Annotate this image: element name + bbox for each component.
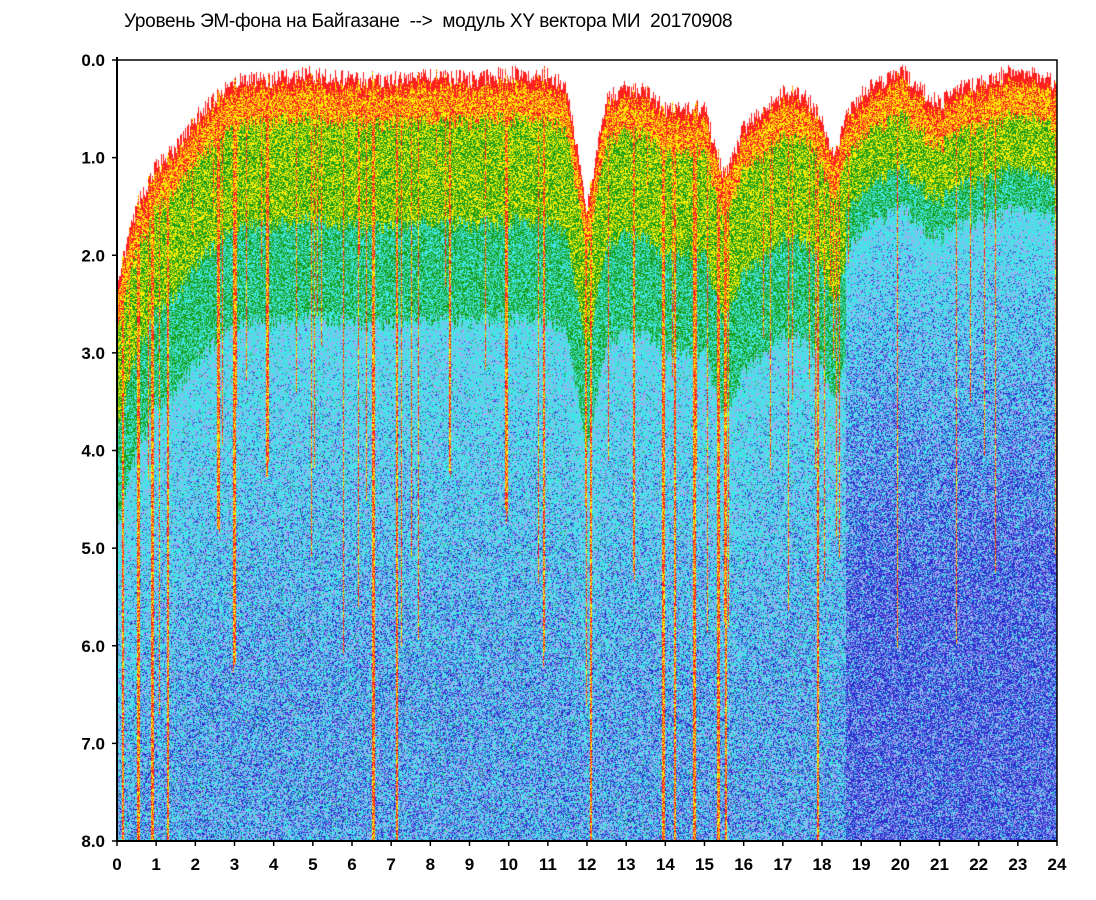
x-tick-label: 16	[734, 855, 753, 874]
x-tick-label: 0	[112, 855, 121, 874]
x-tick-label: 21	[930, 855, 949, 874]
x-tick-label: 3	[230, 855, 239, 874]
x-tick-label: 19	[852, 855, 871, 874]
x-tick-label: 14	[656, 855, 675, 874]
chart-title: Уровень ЭМ-фона на Байгазане --> модуль …	[124, 11, 733, 32]
y-tick-label: 6.0	[81, 637, 105, 656]
x-tick-label: 18	[813, 855, 832, 874]
y-tick-label: 5.0	[81, 539, 105, 558]
x-tick-label: 10	[499, 855, 518, 874]
x-tick-label: 6	[347, 855, 356, 874]
y-tick-label: 2.0	[81, 246, 105, 265]
x-tick-label: 2	[191, 855, 200, 874]
x-tick-label: 22	[969, 855, 988, 874]
x-tick-label: 15	[695, 855, 714, 874]
density-heatmap	[117, 60, 1057, 841]
y-tick-label: 1.0	[81, 149, 105, 168]
x-tick-label: 11	[539, 855, 557, 874]
x-tick-label: 5	[308, 855, 317, 874]
y-tick-label: 3.0	[81, 344, 105, 363]
x-tick-label: 24	[1048, 855, 1067, 874]
plot-frame	[116, 59, 1058, 842]
y-tick-label: 7.0	[81, 734, 105, 753]
x-tick-label: 17	[773, 855, 792, 874]
x-tick-label: 20	[891, 855, 910, 874]
y-tick-label: 8.0	[81, 832, 105, 851]
x-tick-label: 12	[578, 855, 597, 874]
x-tick-label: 23	[1008, 855, 1027, 874]
x-tick-label: 8	[426, 855, 435, 874]
x-tick-label: 9	[465, 855, 474, 874]
x-tick-label: 1	[151, 855, 160, 874]
x-tick-label: 4	[269, 855, 279, 874]
y-tick-label: 0.0	[81, 51, 105, 70]
x-tick-label: 13	[617, 855, 636, 874]
x-tick-label: 7	[386, 855, 395, 874]
y-tick-label: 4.0	[81, 442, 105, 461]
